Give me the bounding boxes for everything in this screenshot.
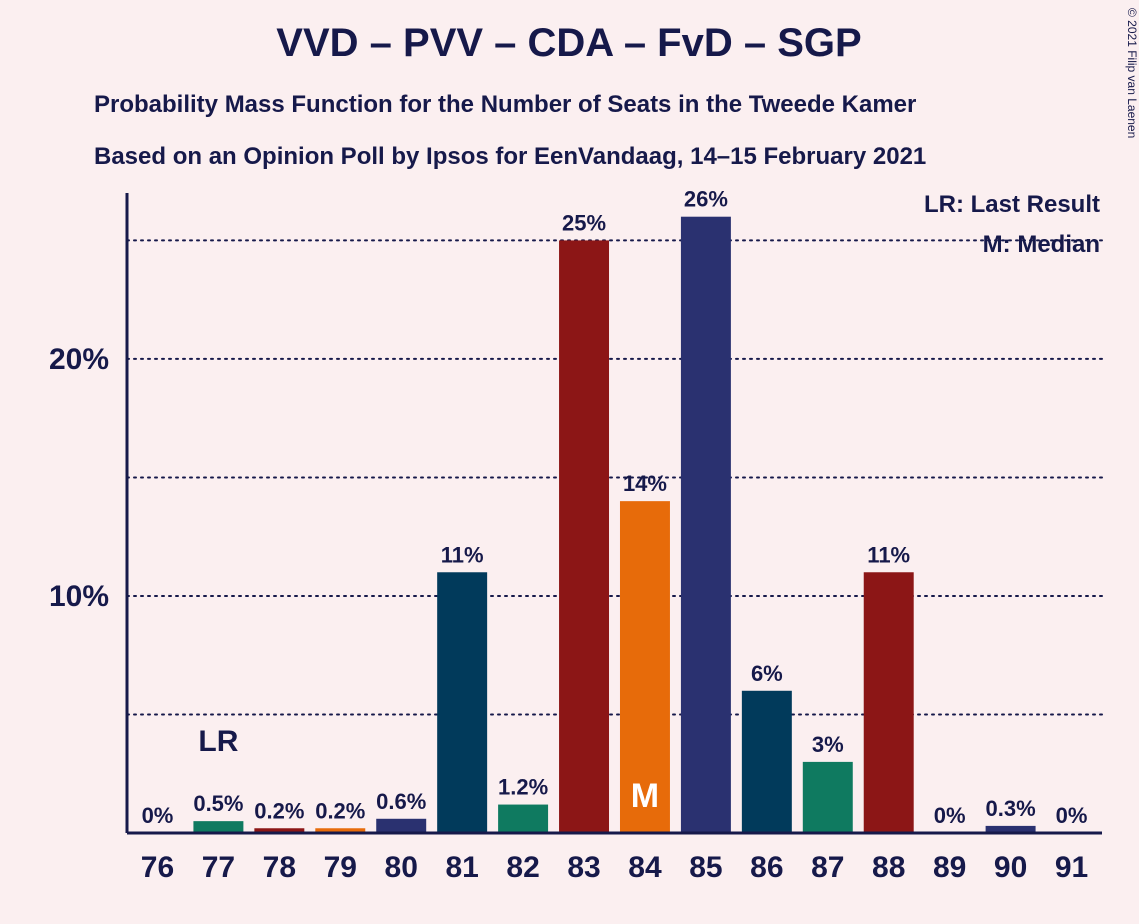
x-tick-label: 89 (933, 851, 966, 884)
bar-value-label: 25% (562, 210, 606, 235)
bar-value-label: 3% (812, 732, 844, 757)
x-tick-label: 79 (324, 851, 357, 884)
x-tick-label: 80 (385, 851, 418, 884)
bar (498, 805, 548, 833)
pmf-seat-chart: VVD – PVV – CDA – FvD – SGP Probability M… (0, 0, 1139, 924)
x-tick-label: 77 (202, 851, 235, 884)
chart-subtitle-2: Based on an Opinion Poll by Ipsos for Ee… (94, 143, 926, 170)
bar-value-label: 14% (623, 471, 667, 496)
x-tick-label: 84 (628, 851, 662, 884)
x-tick-label: 86 (750, 851, 783, 884)
bar-value-label: 0.5% (193, 791, 243, 816)
median-marker: M (631, 777, 659, 815)
legend-line-m: M: Median (983, 231, 1100, 258)
bar (803, 762, 853, 833)
bar-value-label: 0.6% (376, 789, 426, 814)
bar-value-label: 1.2% (498, 775, 548, 800)
bar-value-label: 0.2% (254, 798, 304, 823)
x-tick-label: 88 (872, 851, 905, 884)
bar (864, 572, 914, 833)
copyright-text: © 2021 Filip van Laenen (1125, 8, 1139, 138)
bar-value-label: 0% (934, 803, 966, 828)
x-tick-label: 91 (1055, 851, 1088, 884)
x-tick-label: 81 (445, 851, 478, 884)
bar (437, 572, 487, 833)
x-tick-label: 85 (689, 851, 722, 884)
bar (376, 819, 426, 833)
x-tick-label: 83 (567, 851, 600, 884)
x-tick-label: 90 (994, 851, 1027, 884)
bar-value-label: 11% (867, 542, 910, 567)
bar-value-label: 0.2% (315, 798, 365, 823)
x-tick-label: 78 (263, 851, 296, 884)
y-tick-label: 10% (49, 580, 109, 613)
bar-value-label: 11% (441, 542, 484, 567)
bar (742, 691, 792, 833)
y-tick-label: 20% (49, 343, 109, 376)
bar-value-label: 0% (1056, 803, 1088, 828)
x-tick-label: 82 (506, 851, 539, 884)
lr-annotation: LR (198, 725, 238, 758)
legend-line-lr: LR: Last Result (924, 191, 1100, 218)
bar (559, 240, 609, 833)
bar-value-label: 26% (684, 187, 728, 212)
chart-svg: VVD – PVV – CDA – FvD – SGP Probability M… (0, 0, 1139, 924)
bar (681, 217, 731, 833)
bar-value-label: 6% (751, 661, 783, 686)
bar-value-label: 0.3% (986, 796, 1036, 821)
x-tick-label: 87 (811, 851, 844, 884)
bar-value-label: 0% (142, 803, 174, 828)
bar (193, 821, 243, 833)
chart-title: VVD – PVV – CDA – FvD – SGP (276, 21, 861, 65)
x-tick-label: 76 (141, 851, 174, 884)
chart-subtitle-1: Probability Mass Function for the Number… (94, 91, 916, 118)
